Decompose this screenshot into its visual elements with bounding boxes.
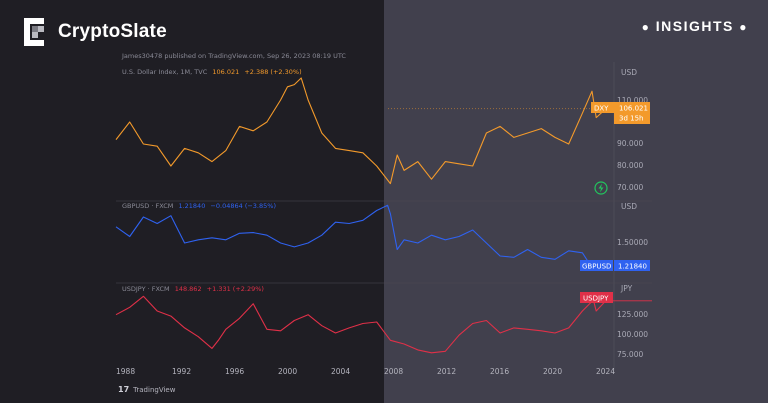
usdjpy-title: USDJPY · FXCM 148.862 +1.331 (+2.29%) (122, 285, 264, 293)
usdjpy-ytick-label: 75.000 (617, 350, 643, 359)
cryptoslate-logo-icon (24, 18, 44, 46)
insights-label: INSIGHTS (655, 18, 734, 34)
brand-logo: CryptoSlate (24, 18, 167, 46)
usdjpy-ytick-label: 125.000 (617, 310, 648, 319)
usdjpy-badge-label: USDJPY (583, 295, 609, 303)
bullet-icon: ● (739, 20, 748, 34)
usdjpy-last-value-badge: USDJPY (580, 292, 613, 303)
publish-note: James30478 published on TradingView.com,… (121, 52, 346, 60)
xtick-label: 2016 (490, 367, 509, 376)
dxy-last-value-badge: DXY 106.021 3d 15h (591, 102, 650, 124)
xtick-label: 2024 (596, 367, 615, 376)
background-left-panel (0, 0, 384, 403)
xtick-label: 2000 (278, 367, 297, 376)
xtick-label: 2012 (437, 367, 456, 376)
gbpusd-unit-label: USD (621, 202, 637, 211)
gbpusd-series-line (115, 204, 606, 269)
tradingview-name: TradingView (133, 385, 176, 394)
xtick-label: 1996 (225, 367, 244, 376)
dxy-ytick-label: 90.000 (617, 139, 643, 148)
tradingview-footer: 17 TradingView (118, 385, 175, 394)
dxy-badge-label: DXY (594, 105, 609, 113)
gbpusd-badge-value: 1.21840 (618, 263, 647, 271)
dxy-title: U.S. Dollar Index, 1M, TVC 106.021 +2.38… (122, 68, 302, 76)
dxy-unit-label: USD (621, 68, 637, 77)
xtick-label: 2020 (543, 367, 562, 376)
usdjpy-ytick-label: 100.000 (617, 330, 648, 339)
dxy-ytick-label: 70.000 (617, 183, 643, 192)
dxy-series-line (115, 77, 607, 185)
gbpusd-ytick-label: 1.50000 (617, 238, 648, 247)
bullet-icon: ● (641, 20, 651, 34)
dxy-badge-value: 106.021 (619, 105, 648, 113)
gbpusd-badge-label: GBPUSD (582, 263, 611, 271)
insights-tag: ● INSIGHTS ● (642, 18, 748, 34)
tradingview-logo-icon: 17 (118, 385, 130, 394)
gbpusd-last-value-badge: GBPUSD 1.21840 (580, 260, 650, 271)
dxy-badge-countdown: 3d 15h (619, 115, 643, 123)
brand-name: CryptoSlate (58, 21, 167, 42)
background-right-panel (384, 0, 768, 403)
xtick-label: 1992 (172, 367, 191, 376)
lightning-alert-icon (594, 181, 608, 195)
xtick-label: 1988 (116, 367, 135, 376)
usdjpy-unit-label: JPY (620, 284, 633, 293)
gbpusd-title: GBPUSD · FXCM 1.21840 −0.04864 (−3.85%) (122, 202, 276, 210)
dxy-ytick-label: 110.000 (617, 96, 648, 105)
xtick-label: 2008 (384, 367, 403, 376)
xtick-label: 2004 (331, 367, 350, 376)
dxy-ytick-label: 80.000 (617, 161, 643, 170)
usdjpy-series-line (115, 295, 607, 354)
